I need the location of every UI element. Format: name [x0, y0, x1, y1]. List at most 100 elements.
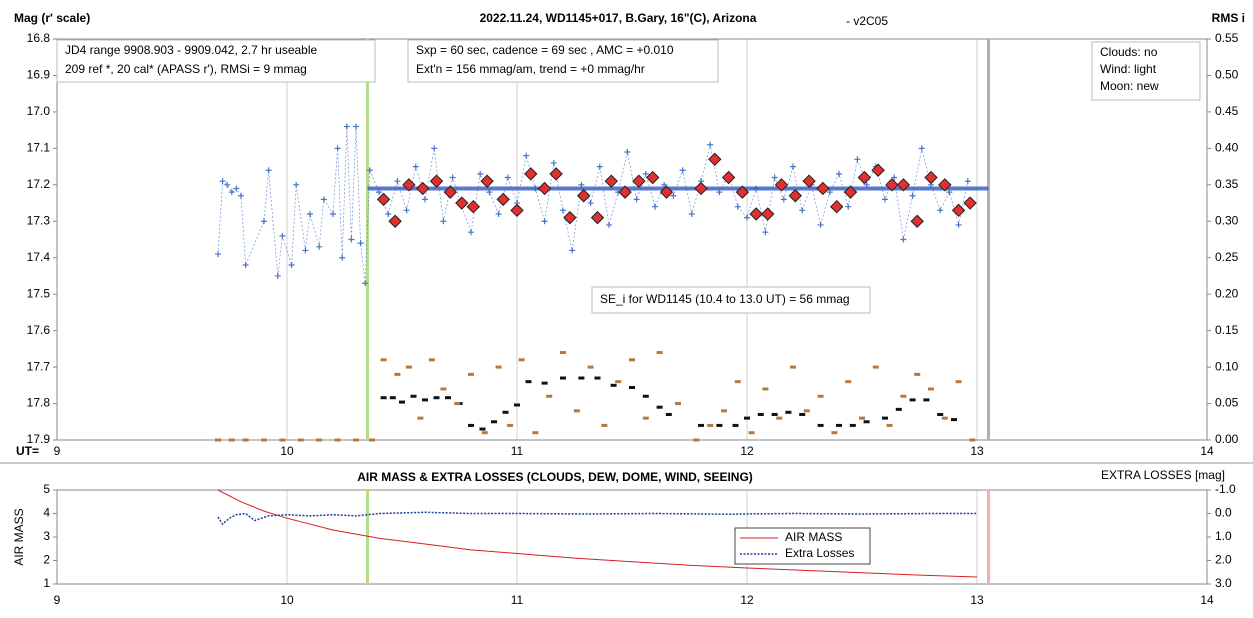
average-point [524, 167, 538, 181]
rms-point [422, 398, 428, 402]
y-tick-label: 17.3 [27, 213, 51, 227]
rms-point [732, 423, 739, 427]
average-point [659, 185, 674, 199]
average-point [829, 199, 844, 214]
data-point [707, 141, 714, 148]
average-point [402, 178, 416, 192]
rms-point [560, 351, 566, 355]
average-point [618, 185, 632, 199]
data-point [228, 189, 235, 196]
rms-point [541, 381, 548, 385]
data-point [937, 207, 944, 214]
rms-point [399, 400, 405, 404]
rms-point [405, 365, 412, 369]
annotation-text: 209 ref *, 20 cal* (APASS r'), RMSi = 9 … [65, 62, 307, 76]
data-point [523, 152, 530, 159]
annotation-text: Moon: new [1100, 79, 1159, 93]
rms-point [468, 423, 474, 427]
data-point [891, 174, 898, 181]
chart-subtitle: - v2C05 [846, 14, 888, 28]
annotation-text: SE_i for WD1145 (10.4 to 13.0 UT) = 56 m… [600, 292, 850, 306]
rms-point [642, 416, 649, 420]
rms-point [762, 387, 769, 391]
data-point [845, 203, 852, 210]
rms-point [560, 376, 566, 380]
average-point [455, 196, 469, 210]
rms-point [928, 387, 934, 391]
data-point [293, 181, 300, 188]
rms-point [882, 416, 888, 420]
rms-point [734, 380, 741, 384]
legend-label: AIR MASS [785, 530, 842, 544]
rms-point [817, 394, 824, 398]
data-point [550, 159, 557, 166]
data-point [468, 229, 474, 236]
data-point [316, 243, 323, 250]
rms-point [656, 405, 663, 409]
y-tick-label: 17.5 [27, 286, 51, 300]
annotation-box [1091, 41, 1201, 101]
average-point [632, 174, 646, 188]
rms-point [937, 412, 944, 416]
average-point [910, 214, 924, 228]
rms-point [428, 358, 435, 362]
data-point [606, 221, 612, 228]
data-point [762, 229, 769, 236]
annotation-text: Sxp = 60 sec, cadence = 69 sec , AMC = +… [416, 43, 674, 57]
rms-point [578, 376, 585, 380]
data-point [504, 174, 511, 181]
rms-point [831, 431, 838, 435]
rms-point [417, 416, 424, 420]
data-point [348, 236, 355, 243]
rms-point [744, 416, 750, 420]
y-tick-label: 17.2 [27, 177, 51, 191]
x-tick-label: 10 [280, 593, 294, 607]
annotation-box [591, 286, 871, 314]
y-tick-label: 17.6 [27, 323, 51, 337]
data-point [265, 167, 272, 174]
annotation-text: Ext'n = 156 mmag/am, trend = +0 mmag/hr [416, 62, 645, 76]
average-point [708, 152, 722, 167]
y-axis-label: Mag (r' scale) [14, 11, 90, 25]
y-tick-label: 16.9 [27, 68, 51, 82]
y-tick-label: 17.9 [27, 432, 51, 446]
y2-axis-label: RMS i [1212, 11, 1245, 25]
data-point [882, 196, 888, 203]
average-point [843, 185, 858, 199]
rms-point [518, 358, 525, 362]
rms-point [771, 412, 778, 416]
average-point [924, 170, 938, 185]
data-point [339, 254, 346, 261]
rms-point [656, 351, 663, 355]
rms-point [440, 387, 447, 391]
y2-tick-label: 0.40 [1215, 141, 1239, 155]
data-point [964, 178, 971, 185]
x-tick-label: 11 [511, 444, 524, 458]
data-point [334, 145, 341, 152]
annotation-box [407, 39, 719, 83]
rms-point [790, 365, 796, 369]
rms-point [532, 431, 539, 435]
y2-tick-label: 0.20 [1215, 286, 1239, 300]
rms-point [573, 409, 580, 413]
data-point [412, 163, 419, 170]
data-point [790, 163, 796, 170]
data-point [836, 170, 842, 177]
rms-point [507, 423, 514, 427]
rms-point [495, 365, 502, 369]
data-point [440, 218, 447, 225]
annotation-text: Wind: light [1100, 62, 1157, 76]
y2-tick-label: 0.35 [1215, 177, 1239, 191]
data-point [477, 170, 484, 177]
data-point [320, 196, 327, 203]
data-point [495, 210, 502, 217]
rms-point [817, 423, 824, 427]
x-tick-label: 10 [280, 444, 294, 458]
rms-point [785, 410, 792, 414]
data-point [449, 174, 456, 181]
annotation-box [56, 39, 376, 83]
y2-tick-label: 0.45 [1215, 104, 1239, 118]
rms-point [799, 412, 806, 416]
data-point [343, 123, 350, 130]
data-point [353, 123, 359, 130]
